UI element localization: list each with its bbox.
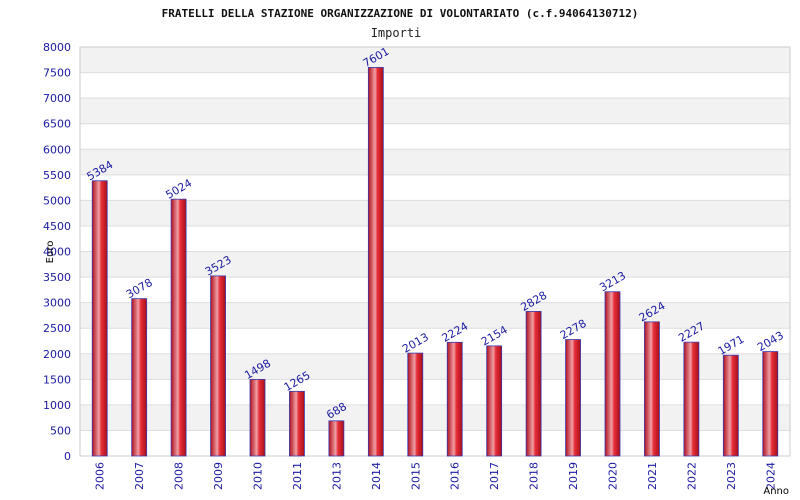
bar-2020 bbox=[604, 291, 621, 457]
bar-2007 bbox=[131, 298, 148, 457]
y-tick-label: 1000 bbox=[43, 399, 71, 412]
bar-2006 bbox=[91, 180, 108, 457]
bar-2023 bbox=[722, 354, 739, 457]
bar-2015 bbox=[407, 352, 424, 457]
y-axis-label: Euro bbox=[45, 241, 56, 264]
chart-subtitle: Importi bbox=[371, 26, 422, 40]
y-tick-label: 6000 bbox=[43, 143, 71, 156]
grid-band bbox=[80, 200, 790, 226]
bar-2011 bbox=[289, 390, 305, 457]
x-tick-label-2013: 2013 bbox=[330, 462, 343, 490]
x-tick-label-2011: 2011 bbox=[291, 462, 304, 490]
y-tick-label: 4500 bbox=[43, 220, 71, 233]
grid-band bbox=[80, 430, 790, 456]
grid-band bbox=[80, 277, 790, 303]
y-tick-label: 1500 bbox=[43, 373, 71, 386]
y-tick-label: 2000 bbox=[43, 348, 71, 361]
y-tick-label: 5000 bbox=[43, 194, 71, 207]
grid-band bbox=[80, 47, 790, 73]
x-tick-label-2019: 2019 bbox=[567, 462, 580, 490]
chart-title: FRATELLI DELLA STAZIONE ORGANIZZAZIONE D… bbox=[162, 7, 639, 20]
grid-band bbox=[80, 174, 790, 201]
grid-band bbox=[80, 404, 790, 431]
y-tick-label: 3000 bbox=[43, 297, 71, 310]
bar-2013 bbox=[328, 420, 345, 457]
bar-2018 bbox=[525, 311, 542, 457]
x-tick-label-2007: 2007 bbox=[133, 462, 146, 490]
bar-2017 bbox=[486, 345, 503, 457]
bar-2021 bbox=[644, 321, 660, 457]
x-axis-label: Anno bbox=[763, 486, 789, 497]
y-tick-label: 3500 bbox=[43, 271, 71, 284]
y-tick-label: 2500 bbox=[43, 322, 71, 335]
x-tick-label-2016: 2016 bbox=[449, 462, 462, 490]
grid-band bbox=[80, 72, 790, 99]
x-tick-label-2010: 2010 bbox=[252, 462, 265, 490]
grid-band bbox=[80, 123, 790, 150]
x-tick-label-2022: 2022 bbox=[685, 462, 698, 490]
bar-2019 bbox=[565, 339, 581, 457]
grid-band bbox=[80, 251, 790, 278]
y-tick-label: 0 bbox=[64, 450, 71, 463]
bar-2024 bbox=[762, 351, 779, 457]
y-tick-label: 8000 bbox=[43, 41, 71, 54]
y-tick-label: 7500 bbox=[43, 67, 71, 80]
x-tick-label-2018: 2018 bbox=[528, 462, 541, 490]
bar-2014 bbox=[367, 66, 384, 457]
x-tick-label-2023: 2023 bbox=[725, 462, 738, 490]
y-tick-label: 7000 bbox=[43, 92, 71, 105]
x-tick-label-2020: 2020 bbox=[607, 462, 620, 490]
grid-band bbox=[80, 98, 790, 124]
grid-band bbox=[80, 328, 790, 354]
plot-area: 0 500 1000 1500 2000 2500 3000 3500 4000 4500 5000… bbox=[43, 41, 791, 490]
bar-2009 bbox=[210, 275, 226, 457]
y-tick-label: 500 bbox=[50, 424, 71, 437]
x-tick-label-2017: 2017 bbox=[488, 462, 501, 490]
x-tick-label-2008: 2008 bbox=[173, 462, 186, 490]
y-tick-label: 6500 bbox=[43, 118, 71, 131]
grid-band bbox=[80, 149, 790, 175]
bar-2022 bbox=[683, 341, 700, 457]
y-tick-label: 5500 bbox=[43, 169, 71, 182]
x-tick-label-2014: 2014 bbox=[370, 462, 383, 490]
grid-band bbox=[80, 379, 790, 405]
grid-band bbox=[80, 353, 790, 380]
x-tick-label-2021: 2021 bbox=[646, 462, 659, 490]
x-tick-label-2009: 2009 bbox=[212, 462, 225, 490]
x-tick-label-2006: 2006 bbox=[94, 462, 107, 490]
grid-band bbox=[80, 302, 790, 329]
plot-frame bbox=[79, 46, 791, 457]
y-tick-label: 4000 bbox=[43, 246, 71, 259]
bar-2010 bbox=[249, 379, 266, 457]
x-tick-label-2015: 2015 bbox=[409, 462, 422, 490]
grid-band bbox=[80, 225, 790, 252]
bar-2008 bbox=[170, 198, 187, 457]
bar-2016 bbox=[446, 341, 463, 457]
x-tick-label-2024: 2024 bbox=[764, 462, 777, 490]
